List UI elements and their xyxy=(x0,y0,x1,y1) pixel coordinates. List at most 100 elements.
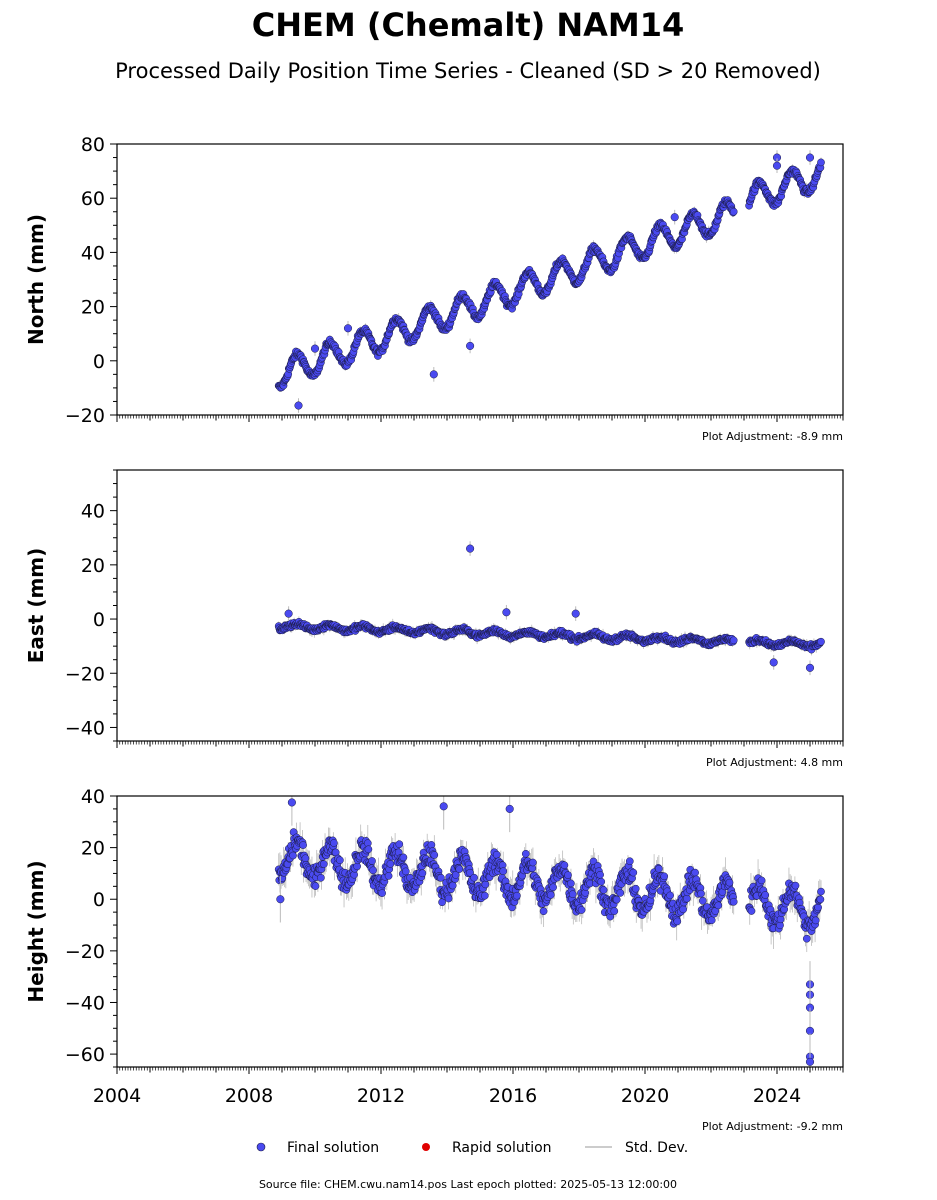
plot-frame xyxy=(116,795,844,1068)
final-solution-point xyxy=(772,161,782,170)
final-solution-point xyxy=(564,871,572,879)
final-solution-point xyxy=(631,884,640,893)
final-solution-point xyxy=(571,609,580,618)
final-solution-point xyxy=(289,851,297,860)
final-solution-point xyxy=(310,344,320,353)
final-solution-point xyxy=(368,857,376,865)
legend-stddev-label: Std. Dev. xyxy=(625,1140,688,1156)
final-solution-point xyxy=(707,916,716,925)
final-solution-point xyxy=(276,895,285,904)
final-solution-point xyxy=(673,917,682,926)
final-solution-point xyxy=(386,860,395,868)
y-tick-label: −60 xyxy=(65,1044,105,1066)
final-solution-point xyxy=(691,868,699,877)
y-tick-label: 0 xyxy=(93,889,105,911)
final-solution-point xyxy=(418,869,427,878)
final-solution-point xyxy=(287,798,296,807)
final-solution-point xyxy=(670,213,679,222)
final-solution-point xyxy=(466,868,474,877)
final-solution-point xyxy=(499,867,508,876)
final-solution-point xyxy=(481,880,490,889)
panel-east: −40 −20 0 20 40 East (mm) Plot Adjustment: 4.8… xyxy=(24,469,844,769)
y-tick-label: −20 xyxy=(65,941,105,963)
x-tick-label: 2024 xyxy=(753,1085,801,1107)
final-solution-point xyxy=(814,903,822,912)
final-solution-point xyxy=(655,864,663,873)
x-tick-label: 2012 xyxy=(357,1085,405,1107)
final-solution-point xyxy=(612,895,621,904)
final-solution-point xyxy=(761,891,770,899)
final-solution-point xyxy=(448,881,457,890)
final-solution-point xyxy=(343,324,353,333)
final-solution-point xyxy=(284,609,293,618)
final-solution-point xyxy=(805,153,815,162)
final-solution-point xyxy=(802,934,811,943)
final-solution-point xyxy=(791,881,800,890)
final-solution-point xyxy=(319,860,328,868)
final-solution-point xyxy=(301,854,310,863)
final-solution-point xyxy=(597,877,606,886)
final-solution-point xyxy=(599,886,608,894)
final-solution-point xyxy=(560,861,569,870)
final-solution-point xyxy=(817,887,825,896)
final-solution-point xyxy=(567,879,575,888)
chart-title: CHEM (Chemalt) NAM14 xyxy=(252,6,685,44)
final-solution-point xyxy=(369,866,377,875)
y-tick-label: 60 xyxy=(81,188,105,210)
chart-subtitle: Processed Daily Position Time Series - C… xyxy=(115,59,821,83)
legend: Final solution Rapid solution Std. Dev. xyxy=(256,1140,688,1156)
y-tick-label: 0 xyxy=(93,351,105,373)
final-solution-point xyxy=(629,868,638,877)
plot-frame xyxy=(116,143,844,416)
final-solution-point xyxy=(805,1057,815,1066)
y-tick-label: 40 xyxy=(81,501,105,523)
final-solution-point xyxy=(336,856,344,865)
y-tick-label: −40 xyxy=(65,717,105,739)
legend-final-label: Final solution xyxy=(287,1140,379,1156)
final-solution-point xyxy=(444,894,453,903)
final-solution-point xyxy=(549,883,557,892)
final-solution-point xyxy=(317,873,325,882)
final-solution-point xyxy=(430,851,439,859)
final-solution-point xyxy=(429,370,438,379)
final-solution-point xyxy=(466,341,475,350)
legend-rapid-marker xyxy=(422,1143,430,1151)
final-solution-point xyxy=(747,907,756,915)
final-solution-point xyxy=(577,906,586,914)
final-solution-point xyxy=(513,891,521,900)
legend-final-marker xyxy=(256,1142,266,1152)
final-solution-point xyxy=(729,207,738,216)
final-solution-point xyxy=(529,858,537,867)
final-solution-point xyxy=(714,901,723,910)
final-solution-point xyxy=(610,907,619,915)
y-tick-label: 40 xyxy=(81,242,105,264)
x-tick-label: 2016 xyxy=(489,1085,537,1107)
series-east xyxy=(274,541,825,676)
y-tick-label: −20 xyxy=(65,663,105,685)
final-solution-point xyxy=(725,878,734,887)
final-solution-point xyxy=(660,872,669,881)
final-solution-point xyxy=(299,841,307,849)
final-solution-point xyxy=(596,870,604,879)
final-solution-point xyxy=(466,544,475,553)
plot-adjustment: Plot Adjustment: -8.9 mm xyxy=(702,430,843,443)
final-solution-point xyxy=(539,907,548,916)
final-solution-point xyxy=(480,891,489,900)
final-solution-point xyxy=(698,896,707,905)
y-tick-label: 20 xyxy=(81,297,105,319)
final-solution-point xyxy=(729,636,738,645)
final-solution-point xyxy=(330,839,338,847)
final-solution-point xyxy=(439,802,448,811)
y-tick-label: 80 xyxy=(81,134,105,156)
y-tick-label: 20 xyxy=(81,838,105,860)
final-solution-point xyxy=(666,891,674,900)
y-tick-label: −40 xyxy=(65,992,105,1014)
final-solution-point xyxy=(455,865,464,873)
y-tick-label: 40 xyxy=(81,786,105,808)
final-solution-point xyxy=(492,850,501,859)
final-solution-point xyxy=(364,845,373,854)
series-height xyxy=(274,796,825,1067)
final-solution-point xyxy=(505,804,514,813)
x-tick-label: 2004 xyxy=(93,1085,141,1107)
